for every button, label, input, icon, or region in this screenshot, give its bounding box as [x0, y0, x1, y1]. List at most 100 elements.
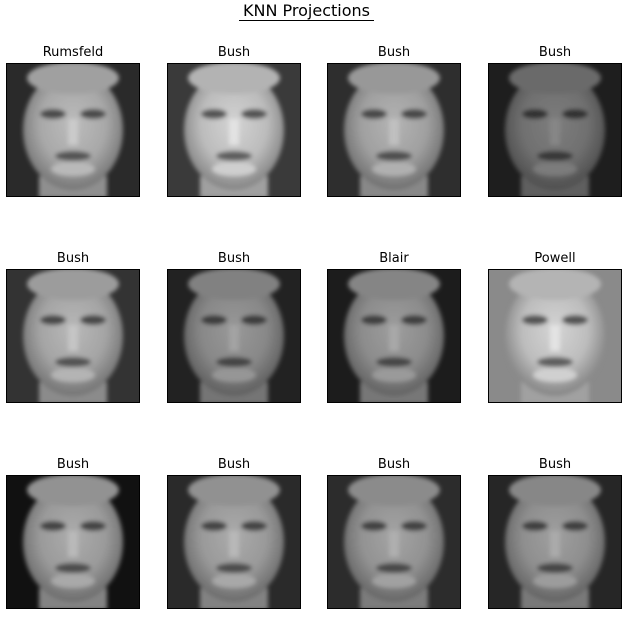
- face-nose: [550, 119, 560, 145]
- figure-title-text: KNN Projections: [239, 1, 374, 21]
- face-right-eye: [241, 109, 267, 119]
- face-panel: Powell: [488, 249, 622, 403]
- face-left-eye: [522, 521, 548, 531]
- face-mouth: [537, 563, 573, 573]
- face-nose: [229, 119, 239, 145]
- face-nose: [68, 531, 78, 557]
- face-image: [167, 63, 301, 197]
- face-panel: Bush: [488, 455, 622, 609]
- face-forehead: [27, 476, 119, 506]
- face-right-eye: [562, 109, 588, 119]
- face-image: [6, 63, 140, 197]
- face-right-eye: [401, 521, 427, 531]
- face-chin: [51, 574, 95, 588]
- face-left-eye: [361, 521, 387, 531]
- face-label: Bush: [538, 457, 572, 472]
- face-chin: [372, 574, 416, 588]
- face-label: Bush: [56, 457, 90, 472]
- face-forehead: [27, 270, 119, 300]
- face-label: Bush: [538, 45, 572, 60]
- face-right-eye: [401, 109, 427, 119]
- face-forehead: [348, 64, 440, 94]
- face-image: [6, 269, 140, 403]
- face-chin: [212, 162, 256, 176]
- face-panel: Bush: [327, 43, 461, 197]
- face-image: [327, 269, 461, 403]
- face-label: Rumsfeld: [42, 45, 104, 60]
- face-nose: [389, 119, 399, 145]
- face-left-eye: [361, 109, 387, 119]
- face-panel: Blair: [327, 249, 461, 403]
- face-left-eye: [201, 521, 227, 531]
- face-nose: [68, 119, 78, 145]
- face-chin: [372, 368, 416, 382]
- face-left-eye: [40, 315, 66, 325]
- face-right-eye: [401, 315, 427, 325]
- face-panel: Bush: [6, 455, 140, 609]
- face-forehead: [188, 270, 280, 300]
- face-image: [488, 269, 622, 403]
- face-right-eye: [80, 521, 106, 531]
- face-right-eye: [80, 109, 106, 119]
- face-nose: [229, 531, 239, 557]
- face-chin: [51, 162, 95, 176]
- face-chin: [533, 162, 577, 176]
- face-mouth: [55, 151, 91, 161]
- face-panel: Bush: [488, 43, 622, 197]
- face-panel: Bush: [6, 249, 140, 403]
- face-left-eye: [522, 109, 548, 119]
- face-chin: [533, 574, 577, 588]
- face-chin: [533, 368, 577, 382]
- face-forehead: [509, 64, 601, 94]
- face-left-eye: [201, 109, 227, 119]
- face-right-eye: [562, 521, 588, 531]
- face-panel: Bush: [167, 43, 301, 197]
- face-label: Bush: [217, 457, 251, 472]
- face-label: Bush: [217, 251, 251, 266]
- face-mouth: [216, 357, 252, 367]
- face-mouth: [537, 151, 573, 161]
- face-chin: [212, 368, 256, 382]
- face-left-eye: [201, 315, 227, 325]
- face-nose: [389, 531, 399, 557]
- face-right-eye: [562, 315, 588, 325]
- face-mouth: [537, 357, 573, 367]
- face-nose: [550, 531, 560, 557]
- face-panel: Bush: [167, 455, 301, 609]
- face-mouth: [216, 151, 252, 161]
- face-forehead: [188, 476, 280, 506]
- face-panel: Bush: [327, 455, 461, 609]
- face-forehead: [188, 64, 280, 94]
- face-image: [488, 63, 622, 197]
- face-forehead: [509, 270, 601, 300]
- face-nose: [550, 325, 560, 351]
- face-left-eye: [361, 315, 387, 325]
- face-left-eye: [40, 109, 66, 119]
- face-right-eye: [241, 315, 267, 325]
- face-mouth: [376, 357, 412, 367]
- face-label: Blair: [379, 251, 409, 266]
- face-image: [488, 475, 622, 609]
- face-forehead: [509, 476, 601, 506]
- face-chin: [212, 574, 256, 588]
- face-image: [327, 63, 461, 197]
- face-panel: Bush: [167, 249, 301, 403]
- face-image: [167, 269, 301, 403]
- face-chin: [372, 162, 416, 176]
- face-right-eye: [241, 521, 267, 531]
- face-chin: [51, 368, 95, 382]
- face-label: Bush: [377, 45, 411, 60]
- face-forehead: [348, 270, 440, 300]
- face-forehead: [27, 64, 119, 94]
- face-mouth: [55, 357, 91, 367]
- face-nose: [68, 325, 78, 351]
- face-label: Powell: [534, 251, 576, 266]
- face-right-eye: [80, 315, 106, 325]
- face-mouth: [376, 563, 412, 573]
- figure-title: KNN Projections: [0, 1, 613, 21]
- face-left-eye: [522, 315, 548, 325]
- face-panel: Rumsfeld: [6, 43, 140, 197]
- face-nose: [389, 325, 399, 351]
- face-mouth: [216, 563, 252, 573]
- face-forehead: [348, 476, 440, 506]
